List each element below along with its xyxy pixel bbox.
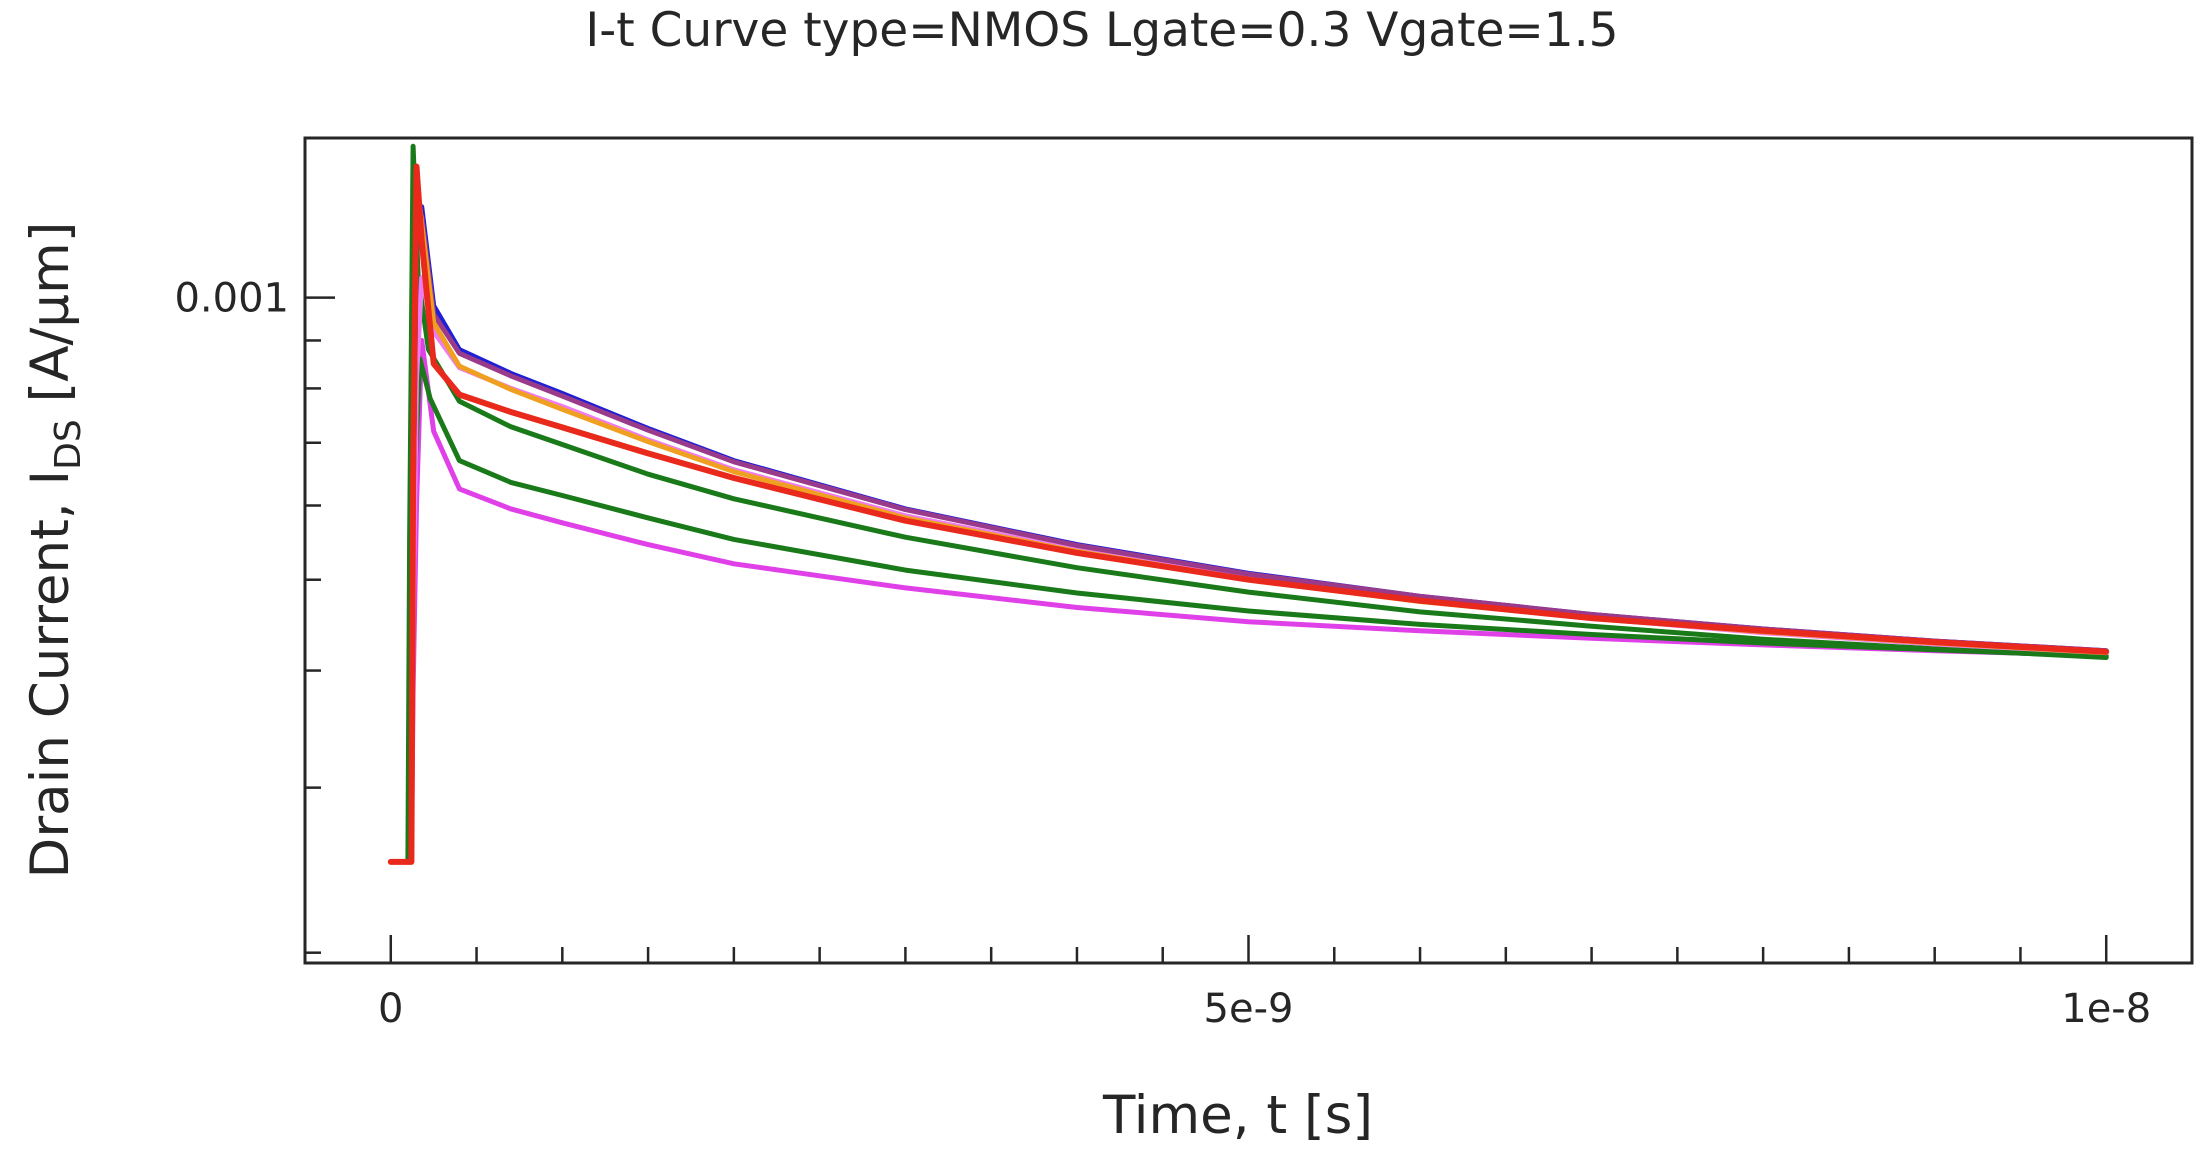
ticks-layer: 0 5e-9 1e-8 0.001: [174, 276, 2151, 1032]
series-line-3: [388, 143, 2109, 865]
series-layer: [387, 143, 2110, 865]
x-axis-label: Time, t [s]: [1102, 1085, 1373, 1146]
y-axis-label: Drain Current, IDS [A/μm]: [20, 222, 89, 879]
plot-frame: [303, 136, 2194, 965]
series-line-8: [387, 163, 2110, 865]
series-line-6: [388, 214, 2109, 865]
x-tick-label: 1e-8: [2061, 986, 2151, 1032]
y-axis-label-unit: [A/μm]: [20, 222, 81, 420]
x-tick-label: 5e-9: [1204, 986, 1294, 1032]
series-line-4: [388, 275, 2109, 865]
series-line-1: [388, 338, 2109, 865]
chart-title: I-t Curve type=NMOS Lgate=0.3 Vgate=1.5: [585, 3, 1618, 58]
series-line-2: [388, 356, 2109, 865]
y-axis-label-main: Drain Current, I: [20, 470, 81, 879]
y-axis-label-subscript: DS: [48, 419, 89, 470]
x-tick-label: 0: [378, 986, 403, 1032]
series-line-5: [388, 204, 2109, 865]
y-tick-label: 0.001: [174, 276, 289, 322]
